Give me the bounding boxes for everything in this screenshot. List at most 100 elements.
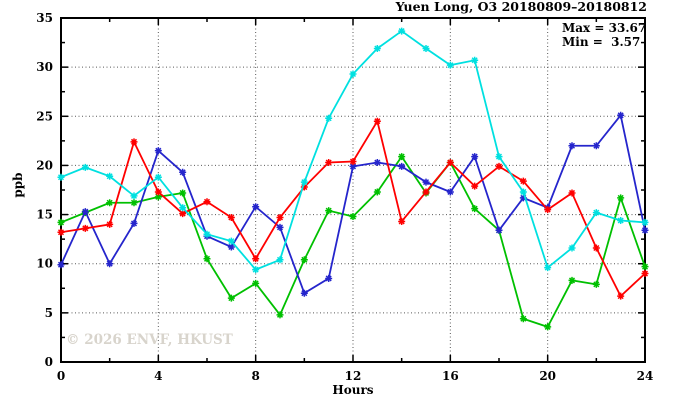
series-red-marker <box>641 270 649 278</box>
series-red-marker <box>422 188 430 196</box>
series-blue-marker <box>179 168 187 176</box>
series-green-marker <box>519 315 527 323</box>
series-blue-marker <box>300 289 308 297</box>
series-cyan-marker <box>544 264 552 272</box>
series-green-marker <box>592 280 600 288</box>
series-blue-marker <box>592 142 600 150</box>
series-green-marker <box>203 255 211 263</box>
series-cyan-marker <box>641 218 649 226</box>
series-red-marker <box>276 214 284 222</box>
series-green-marker <box>544 323 552 331</box>
series-cyan-marker <box>568 244 576 252</box>
series-green-marker <box>300 256 308 264</box>
series-green-marker <box>252 279 260 287</box>
series-green-marker <box>325 207 333 215</box>
x-tick-label: 8 <box>251 369 259 383</box>
series-red-marker <box>57 228 65 236</box>
y-tick-label: 30 <box>36 60 53 74</box>
y-tick-label: 10 <box>36 257 53 271</box>
series-cyan-marker <box>349 70 357 78</box>
series-cyan-marker <box>227 237 235 245</box>
series-red-marker <box>446 158 454 166</box>
x-tick-label: 16 <box>442 369 459 383</box>
series-cyan-marker <box>300 178 308 186</box>
series-cyan-marker <box>106 172 114 180</box>
series-red-marker <box>495 162 503 170</box>
series-cyan-marker <box>398 27 406 35</box>
x-tick-label: 12 <box>345 369 362 383</box>
series-blue-marker <box>106 260 114 268</box>
chart-title: Yuen Long, O3 20180809–20180812 <box>395 0 647 14</box>
watermark: © 2026 ENVF, HKUST <box>66 332 233 348</box>
series-blue-marker <box>446 188 454 196</box>
series-green-marker <box>349 213 357 221</box>
series-cyan-marker <box>446 61 454 69</box>
series-blue-marker <box>568 142 576 150</box>
y-axis-title: ppb <box>11 172 25 198</box>
series-cyan-marker <box>252 266 260 274</box>
series-red-marker <box>227 214 235 222</box>
series-blue-marker <box>325 274 333 282</box>
series-cyan-marker <box>519 188 527 196</box>
min-value-label: Min = 3.57 <box>562 35 641 49</box>
series-green-marker <box>106 199 114 207</box>
series-green-marker <box>276 311 284 319</box>
series-cyan-marker <box>57 173 65 181</box>
y-tick-label: 20 <box>36 158 53 172</box>
series-cyan-marker <box>373 44 381 52</box>
series-blue-marker <box>398 162 406 170</box>
series-green-marker <box>179 189 187 197</box>
y-tick-label: 35 <box>36 11 53 25</box>
series-cyan-marker <box>276 256 284 264</box>
y-tick-label: 5 <box>45 306 53 320</box>
series-green-marker <box>641 263 649 271</box>
series-red-line <box>60 118 646 298</box>
y-tick-label: 0 <box>45 355 53 369</box>
series-cyan-marker <box>592 209 600 217</box>
series-blue-marker <box>495 226 503 234</box>
series-cyan-marker <box>179 204 187 212</box>
x-axis-title: Hours <box>332 383 374 397</box>
series-blue-marker <box>641 226 649 234</box>
series-red-marker <box>373 117 381 125</box>
series-green-marker <box>130 199 138 207</box>
series-green-marker <box>568 276 576 284</box>
series-red-marker <box>519 177 527 185</box>
series-red-marker <box>349 157 357 165</box>
series-cyan-marker <box>203 230 211 238</box>
series-cyan-marker <box>422 44 430 52</box>
series-red-marker <box>252 255 260 263</box>
x-tick-label: 4 <box>154 369 162 383</box>
x-tick-label: 20 <box>539 369 556 383</box>
series-cyan-marker <box>495 153 503 161</box>
series-red-marker <box>471 182 479 190</box>
max-value-label: Max = 33.67 <box>562 21 647 35</box>
series-green-marker <box>398 153 406 161</box>
series-red <box>57 117 649 300</box>
series-blue-marker <box>373 158 381 166</box>
series-blue-marker <box>617 111 625 119</box>
series-green-marker <box>373 188 381 196</box>
series-cyan-marker <box>325 114 333 122</box>
series-cyan-marker <box>471 56 479 64</box>
series-cyan-marker <box>154 173 162 181</box>
series-blue-marker <box>227 243 235 251</box>
series-red-marker <box>81 224 89 232</box>
series-green-marker <box>154 193 162 201</box>
series-blue-marker <box>349 162 357 170</box>
y-tick-label: 15 <box>36 208 53 222</box>
series-red-marker <box>106 220 114 228</box>
series-blue-marker <box>276 223 284 231</box>
series-cyan-marker <box>130 192 138 200</box>
y-tick-label: 25 <box>36 109 53 123</box>
series-red-marker <box>203 198 211 206</box>
series-red-marker <box>544 206 552 214</box>
x-tick-label: 24 <box>637 369 654 383</box>
series-green-marker <box>227 294 235 302</box>
series-red-marker <box>179 210 187 218</box>
series-cyan-marker <box>81 163 89 171</box>
series-blue-marker <box>422 178 430 186</box>
series-blue-marker <box>471 153 479 161</box>
